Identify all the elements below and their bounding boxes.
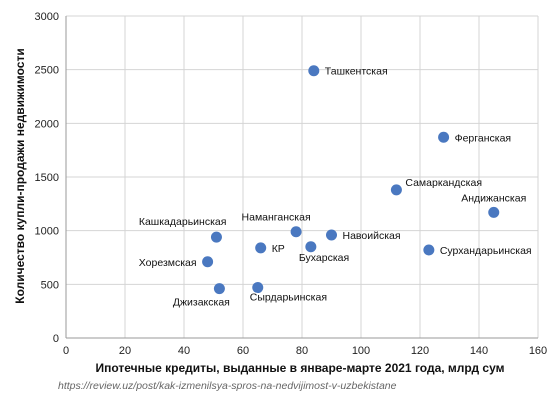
data-point-label: Навоийская [343, 230, 401, 242]
data-point [202, 256, 214, 268]
y-axis-title: Количество купли-продажи недвижимости [13, 48, 27, 303]
y-tick-label: 0 [53, 333, 59, 345]
y-tick-label: 2000 [35, 118, 59, 130]
x-tick-label: 160 [529, 345, 547, 357]
tick-labels: 0 20 40 60 80 100 120 140 160 0 500 1000 1500 2000 250… [35, 11, 548, 357]
data-point [438, 131, 450, 143]
x-tick-label: 140 [470, 345, 488, 357]
data-point-label: Ташкентская [325, 66, 388, 78]
x-tick-label: 0 [63, 345, 69, 357]
data-point-label: Сырдарьинская [250, 292, 327, 304]
plot-axes [65, 16, 538, 339]
x-tick-label: 80 [296, 345, 308, 357]
data-point [326, 229, 337, 241]
x-tick-label: 60 [237, 345, 249, 357]
y-tick-label: 1500 [35, 172, 59, 184]
data-point [255, 242, 267, 254]
x-tick-label: 20 [119, 345, 131, 357]
data-point [488, 206, 500, 218]
data-point [290, 226, 302, 238]
data-point [308, 65, 320, 77]
data-point-label: Самаркандская [405, 177, 482, 189]
data-point-label: Андижанская [461, 192, 526, 204]
data-point [213, 283, 225, 295]
x-tick-label: 100 [352, 345, 370, 357]
data-point-label: Ферганская [455, 132, 512, 144]
data-point-label: Бухарская [299, 252, 349, 264]
x-axis-title: Ипотечные кредиты, выданные в январе-мар… [96, 361, 505, 375]
data-point [423, 244, 435, 256]
y-tick-label: 2500 [35, 65, 59, 77]
grid-lines [65, 15, 539, 339]
y-tick-label: 1000 [35, 226, 59, 238]
y-tick-label: 3000 [35, 11, 59, 23]
data-point [305, 241, 317, 253]
source-link[interactable]: https://review.uz/post/kak-izmenilsya-sp… [58, 380, 397, 392]
data-points [202, 65, 500, 295]
point-labels: Ташкентская Ферганская Самаркандская Андижа… [139, 66, 532, 309]
data-point-label: Сурхандарьинская [440, 245, 532, 257]
y-tick-label: 500 [41, 279, 59, 291]
x-tick-label: 120 [411, 345, 429, 357]
data-point-label: Наманганская [242, 212, 311, 224]
data-point-label: КР [272, 243, 285, 255]
data-point [252, 282, 264, 294]
data-point-label: Кашкадарьинская [139, 216, 227, 228]
data-point-label: Хорезмская [139, 257, 197, 269]
x-tick-label: 40 [178, 345, 190, 357]
data-point [210, 231, 222, 243]
data-point [390, 184, 402, 196]
data-point-label: Джизакская [173, 297, 230, 309]
